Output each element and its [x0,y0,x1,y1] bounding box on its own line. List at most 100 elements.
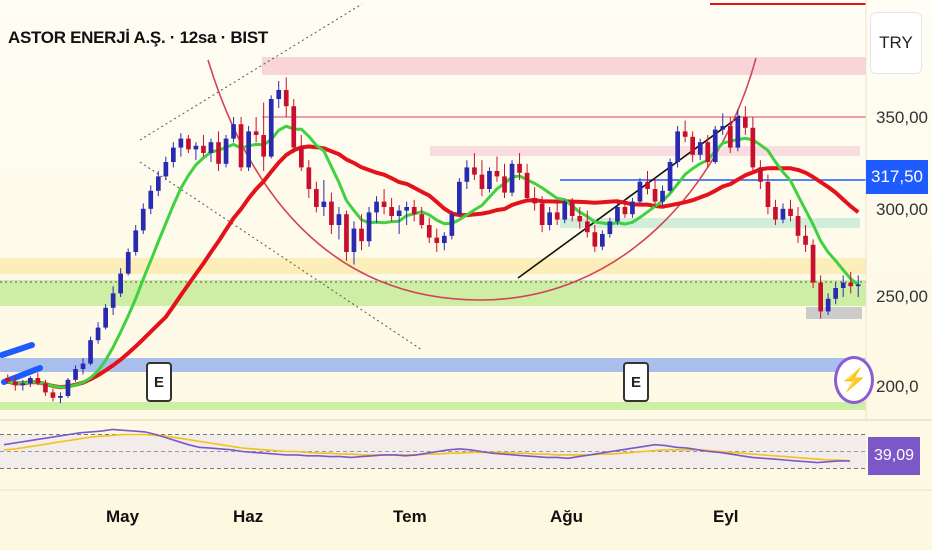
candle-body-48 [366,212,372,242]
candle-body-40 [306,167,312,189]
candle-body-54 [411,207,417,215]
candle-body-87 [660,190,665,202]
candle-body-76 [577,216,583,222]
candle-body-16 [125,252,131,274]
candle-body-18 [140,208,146,231]
candle-body-94 [712,129,718,162]
candle-body-97 [735,117,741,148]
candle-body-49 [374,201,379,213]
candle-body-0 [5,378,11,382]
candle-body-91 [690,136,695,155]
candle-body-73 [554,212,560,220]
candle-body-63 [479,174,485,189]
rsi-line [3,428,850,464]
lightning-icon[interactable]: ⚡ [834,356,874,404]
candle-body-9 [73,369,78,380]
candle-body-14 [110,293,116,308]
candle-body-84 [637,181,643,202]
candle-body-70 [532,198,537,204]
resistance-zone-mid [430,146,860,156]
candle-body-28 [216,142,221,164]
candle-body-25 [193,145,199,150]
earnings-band [0,358,866,372]
candle-body-3 [28,378,33,384]
candle-body-80 [607,221,613,234]
candle-body-15 [118,273,123,294]
symbol-title[interactable]: ASTOR ENERJİ A.Ş. · 12sa · BIST [8,28,268,47]
candle-body-41 [314,189,319,207]
candle-body-11 [88,340,93,364]
candle-body-111 [840,282,846,288]
candle-body-24 [186,138,191,150]
candle-body-105 [795,216,801,236]
candle-body-43 [329,201,334,225]
price-tick-300: 300,00 [876,200,928,219]
trend-line [517,115,741,279]
candle-body-104 [788,208,793,216]
candle-body-12 [95,327,101,341]
drawing-stroke-1 [0,342,35,358]
month-label-haz: Haz [233,507,264,526]
candle-body-60 [457,181,462,215]
candle-body-23 [178,138,184,148]
candle-body-57 [434,237,440,243]
rsi-value-badge: 39,09 [868,437,920,475]
candle-body-44 [336,214,342,225]
earnings-marker-1[interactable]: E [146,362,172,402]
candle-body-32 [246,131,251,168]
candle-body-27 [208,142,214,153]
month-label-tem: Tem [393,507,427,526]
candle-body-69 [524,172,530,198]
price-tick-250: 250,00 [876,287,928,306]
candle-body-53 [404,207,409,211]
support-zone-green [560,218,860,228]
candle-body-20 [156,176,161,191]
candle-body-5 [43,383,48,393]
candle-body-90 [682,131,688,137]
candle-body-19 [148,190,154,209]
candle-body-95 [720,126,726,130]
candle-body-89 [675,131,680,162]
candle-body-107 [810,244,816,283]
candle-body-55 [419,214,425,225]
candle-body-67 [509,163,515,193]
rsi-ma-line [3,433,851,462]
candle-body-66 [502,176,507,193]
candle-body-30 [231,124,236,139]
month-label-agu: Ağu [550,507,584,526]
candle-body-78 [592,232,598,247]
candle-body-35 [268,99,274,157]
candle-body-85 [645,181,650,189]
support-zone-main [0,280,866,306]
candle-body-72 [547,212,552,225]
candle-body-33 [253,131,259,135]
candle-body-100 [758,167,763,182]
candle-body-37 [283,90,289,107]
candle-body-1 [13,381,18,386]
candle-body-79 [600,234,605,247]
candle-body-101 [765,181,771,207]
support-zone-grey [806,307,862,319]
bottom-zone-green [0,402,866,410]
candle-body-103 [780,208,786,220]
candle-body-61 [464,167,470,182]
month-label-eyl: Eyl [713,507,739,526]
candle-body-59 [449,214,455,236]
candle-body-102 [773,207,778,220]
price-tick-200: 200,0 [876,377,919,396]
currency-button[interactable]: TRY [870,12,922,74]
candle-body-34 [261,135,266,157]
earnings-marker-2[interactable]: E [623,362,649,402]
candle-body-47 [359,228,364,242]
candle-body-99 [750,127,756,168]
candle-body-26 [201,145,206,153]
month-label-may: May [106,507,140,526]
candle-body-7 [58,396,63,398]
resistance-zone-top [262,57,866,75]
candle-body-112 [848,282,854,287]
candle-body-36 [276,90,282,99]
channel-upper-line [139,3,363,141]
candle-body-10 [80,363,86,369]
